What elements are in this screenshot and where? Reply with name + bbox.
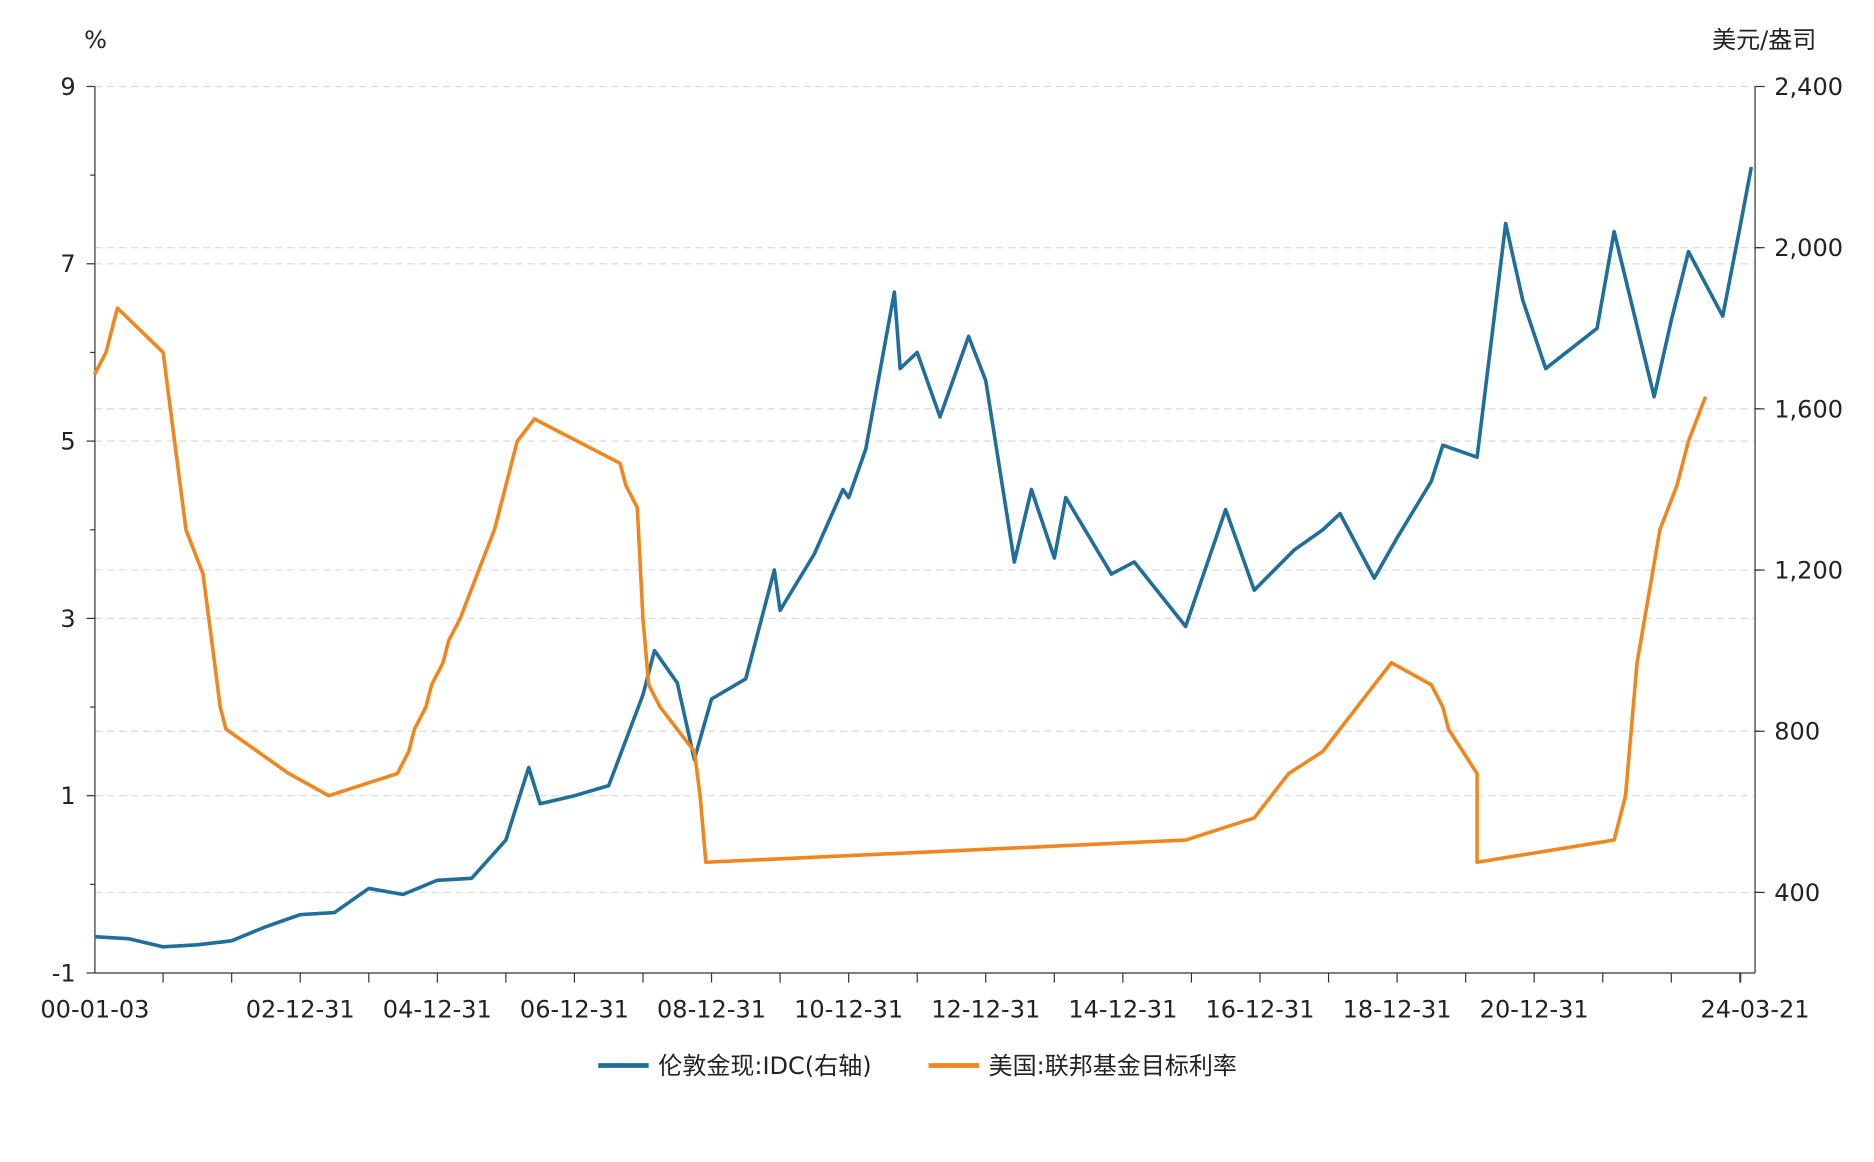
series-lines <box>92 166 1754 949</box>
x-tick-label: 18-12-31 <box>1343 995 1452 1023</box>
left-tick-label: 7 <box>60 250 75 278</box>
axes: 9 7 5 3 1 -1 2,400 2,000 1,600 1,200 800 400 00-01-0… <box>40 73 1843 1024</box>
left-tick-label: -1 <box>52 959 76 987</box>
x-tick-label: 24-03-21 <box>1701 995 1810 1023</box>
x-tick-label: 16-12-31 <box>1205 995 1314 1023</box>
legend-label-fed-rate: 美国:联邦基金目标利率 <box>989 1052 1237 1080</box>
left-tick-label: 3 <box>60 605 75 633</box>
right-tick-label: 400 <box>1774 879 1820 907</box>
left-tick-label: 1 <box>60 782 75 810</box>
right-tick-label: 2,000 <box>1774 234 1843 262</box>
left-tick-label: 9 <box>60 73 75 101</box>
left-tick-label: 5 <box>60 428 75 456</box>
left-axis-unit: % <box>84 26 107 54</box>
gold-price-line <box>94 166 1754 949</box>
gridlines <box>94 85 1756 894</box>
x-tick-label: 10-12-31 <box>794 995 903 1023</box>
legend: 伦敦金现:IDC(右轴) 美国:联邦基金目标利率 <box>598 1052 1237 1080</box>
x-tick-label: 06-12-31 <box>520 995 629 1023</box>
x-tick-label: 08-12-31 <box>657 995 766 1023</box>
x-tick-label: 02-12-31 <box>246 995 355 1023</box>
x-tick-label: 12-12-31 <box>931 995 1040 1023</box>
right-axis-unit: 美元/盎司 <box>1712 26 1816 54</box>
right-tick-label: 2,400 <box>1774 73 1843 101</box>
right-tick-label: 800 <box>1774 718 1820 746</box>
right-tick-label: 1,600 <box>1774 395 1843 423</box>
x-tick-label: 04-12-31 <box>383 995 492 1023</box>
x-tick-label: 20-12-31 <box>1480 995 1589 1023</box>
legend-label-gold: 伦敦金现:IDC(右轴) <box>658 1052 871 1080</box>
x-tick-label: 00-01-03 <box>40 995 149 1023</box>
fed-rate-line <box>92 306 1708 865</box>
x-tick-label: 14-12-31 <box>1068 995 1177 1023</box>
right-tick-label: 1,200 <box>1774 556 1843 584</box>
